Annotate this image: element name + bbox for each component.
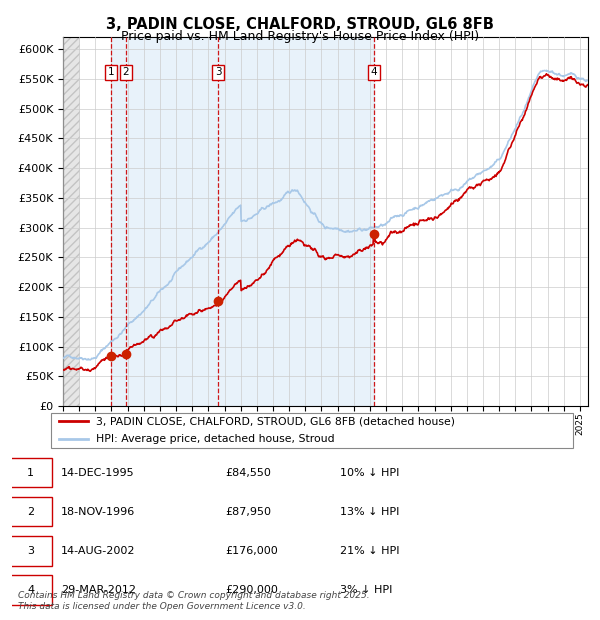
Text: 3: 3 <box>27 546 34 556</box>
Text: 2: 2 <box>27 507 34 517</box>
Text: 10% ↓ HPI: 10% ↓ HPI <box>340 467 400 478</box>
Text: Price paid vs. HM Land Registry's House Price Index (HPI): Price paid vs. HM Land Registry's House … <box>121 30 479 43</box>
Text: 4: 4 <box>27 585 34 595</box>
FancyBboxPatch shape <box>9 536 52 565</box>
Text: 3, PADIN CLOSE, CHALFORD, STROUD, GL6 8FB: 3, PADIN CLOSE, CHALFORD, STROUD, GL6 8F… <box>106 17 494 32</box>
Text: 21% ↓ HPI: 21% ↓ HPI <box>340 546 400 556</box>
Text: Contains HM Land Registry data © Crown copyright and database right 2025.
This d: Contains HM Land Registry data © Crown c… <box>18 591 370 611</box>
FancyBboxPatch shape <box>50 412 574 448</box>
Text: 3, PADIN CLOSE, CHALFORD, STROUD, GL6 8FB (detached house): 3, PADIN CLOSE, CHALFORD, STROUD, GL6 8F… <box>95 417 455 427</box>
FancyBboxPatch shape <box>9 458 52 487</box>
Text: 18-NOV-1996: 18-NOV-1996 <box>61 507 135 517</box>
Text: 3: 3 <box>215 67 222 78</box>
FancyBboxPatch shape <box>9 497 52 526</box>
Text: 3% ↓ HPI: 3% ↓ HPI <box>340 585 392 595</box>
Text: 14-AUG-2002: 14-AUG-2002 <box>61 546 136 556</box>
Text: 4: 4 <box>370 67 377 78</box>
Text: £290,000: £290,000 <box>225 585 278 595</box>
Text: 29-MAR-2012: 29-MAR-2012 <box>61 585 136 595</box>
Text: 1: 1 <box>27 467 34 478</box>
Text: 13% ↓ HPI: 13% ↓ HPI <box>340 507 400 517</box>
Text: 2: 2 <box>122 67 129 78</box>
Text: £176,000: £176,000 <box>225 546 278 556</box>
FancyBboxPatch shape <box>9 575 52 604</box>
Text: 1: 1 <box>107 67 114 78</box>
Bar <box>110 37 374 406</box>
Text: £84,550: £84,550 <box>225 467 271 478</box>
Text: HPI: Average price, detached house, Stroud: HPI: Average price, detached house, Stro… <box>95 434 334 444</box>
Text: 14-DEC-1995: 14-DEC-1995 <box>61 467 134 478</box>
Text: £87,950: £87,950 <box>225 507 271 517</box>
Bar <box>63 37 80 406</box>
